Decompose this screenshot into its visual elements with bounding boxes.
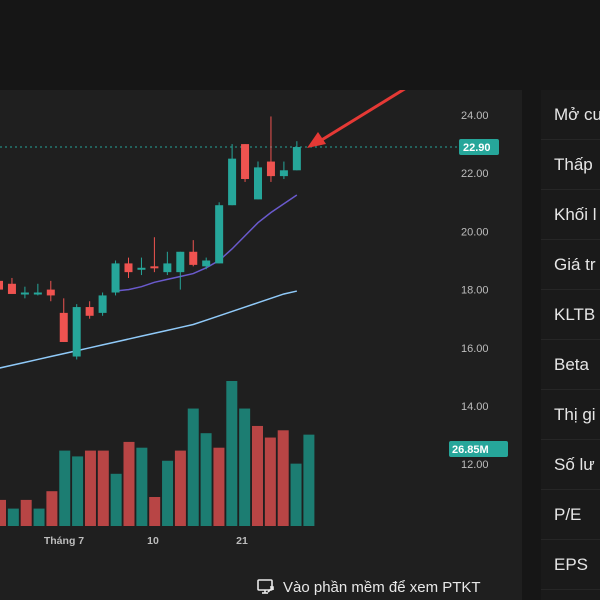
volume-bar bbox=[252, 425, 263, 526]
price-badge: 22.90 bbox=[459, 139, 499, 155]
y-tick-label: 18.00 bbox=[461, 285, 489, 297]
candle-body bbox=[241, 144, 250, 180]
volume-bar bbox=[72, 456, 84, 526]
volume-bar bbox=[226, 381, 238, 526]
stock-info-row[interactable]: Thị gi bbox=[541, 390, 600, 440]
x-tick-label: 21 bbox=[236, 535, 248, 547]
y-tick-label: 20.00 bbox=[461, 226, 489, 238]
candle-body bbox=[98, 295, 107, 313]
candle-body bbox=[189, 251, 198, 265]
candle-body bbox=[163, 263, 172, 273]
x-tick-label: Tháng 7 bbox=[44, 535, 84, 547]
stock-info-row[interactable]: Khối l bbox=[541, 190, 600, 240]
candle-body bbox=[266, 161, 275, 177]
volume-bar bbox=[59, 450, 71, 526]
volume-bar bbox=[162, 460, 174, 526]
volume-bar bbox=[46, 491, 58, 526]
volume-bar bbox=[136, 447, 148, 526]
open-ptkt-label: Vào phần mềm để xem PTKT bbox=[283, 578, 481, 596]
volume-bar bbox=[277, 430, 289, 526]
stock-info-row[interactable]: Số lư bbox=[541, 440, 600, 490]
candle-body bbox=[137, 267, 146, 270]
candle-body bbox=[215, 205, 224, 264]
x-tick-label: 10 bbox=[147, 535, 159, 547]
candle-body bbox=[228, 158, 237, 206]
volume-bar bbox=[200, 433, 212, 526]
y-tick-label: 16.00 bbox=[461, 343, 489, 355]
top-bar bbox=[0, 0, 600, 90]
stock-info-row[interactable]: P/E bbox=[541, 490, 600, 540]
candle-body bbox=[124, 263, 133, 273]
stock-info-panel: Mở cư Thấp Khối l Giá tr KLTB Beta Thị gi Số lư… bbox=[541, 90, 600, 600]
candle-body bbox=[7, 283, 16, 294]
volume-bar bbox=[33, 508, 45, 526]
volume-bar bbox=[187, 408, 199, 526]
price-badge-text: 22.90 bbox=[463, 142, 491, 154]
volume-bar bbox=[303, 434, 315, 526]
candle-body bbox=[85, 307, 94, 316]
volume-bar bbox=[290, 463, 302, 526]
ma-short-line bbox=[115, 194, 298, 292]
red-arrow-annotation bbox=[307, 90, 406, 148]
x-axis: Tháng 7 10 21 bbox=[44, 535, 248, 547]
volume-bar bbox=[149, 497, 161, 526]
ma-long-line bbox=[0, 290, 298, 369]
y-tick-label: 22.00 bbox=[461, 168, 489, 180]
volume-bar bbox=[7, 508, 19, 526]
stock-info-row[interactable]: Mở cư bbox=[541, 90, 600, 140]
volume-bar bbox=[0, 499, 6, 526]
volume-badge: 26.85M bbox=[449, 441, 508, 457]
candle-body bbox=[59, 312, 68, 342]
y-tick-label: 24.00 bbox=[461, 110, 489, 122]
chart-panel[interactable]: 24.00 22.00 20.00 18.00 16.00 14.00 12.00 Thán… bbox=[0, 90, 522, 600]
stock-info-row[interactable]: Thấp bbox=[541, 140, 600, 190]
stock-info-row[interactable]: KLTB bbox=[541, 290, 600, 340]
volume-badge-text: 26.85M bbox=[452, 444, 489, 456]
volume-bar bbox=[84, 450, 96, 526]
y-tick-label: 14.00 bbox=[461, 401, 489, 413]
volume-bar bbox=[20, 499, 32, 526]
volume-bar bbox=[239, 408, 251, 526]
candle-body bbox=[72, 307, 81, 357]
monitor-chart-icon bbox=[257, 579, 274, 594]
volume-bar bbox=[110, 473, 122, 526]
candle-body bbox=[0, 280, 3, 290]
volume-bars bbox=[0, 381, 315, 526]
stock-info-row[interactable]: Giá tr bbox=[541, 240, 600, 290]
moving-averages bbox=[0, 194, 298, 369]
volume-bar bbox=[174, 450, 186, 526]
candle-body bbox=[202, 260, 211, 267]
y-tick-label: 12.00 bbox=[461, 459, 489, 471]
candle-body bbox=[46, 289, 55, 296]
volume-bar bbox=[97, 450, 109, 526]
price-chart[interactable]: 24.00 22.00 20.00 18.00 16.00 14.00 12.00 Thán… bbox=[0, 90, 522, 600]
candlesticks bbox=[0, 116, 301, 360]
open-ptkt-link[interactable]: Vào phần mềm để xem PTKT bbox=[257, 577, 481, 597]
volume-bar bbox=[213, 447, 225, 526]
volume-bar bbox=[123, 441, 135, 526]
candle-body bbox=[150, 266, 159, 269]
y-axis: 24.00 22.00 20.00 18.00 16.00 14.00 12.00 bbox=[461, 110, 489, 471]
candle-body bbox=[176, 251, 185, 273]
candle-body bbox=[111, 263, 120, 293]
candle-body bbox=[254, 167, 262, 200]
stock-info-row[interactable]: EPS bbox=[541, 540, 600, 590]
candle-body bbox=[20, 292, 29, 295]
candle-body bbox=[33, 292, 42, 295]
stock-info-row[interactable]: Beta bbox=[541, 340, 600, 390]
candle-body bbox=[279, 170, 288, 177]
volume-bar bbox=[264, 437, 276, 526]
candle-body bbox=[292, 147, 301, 171]
